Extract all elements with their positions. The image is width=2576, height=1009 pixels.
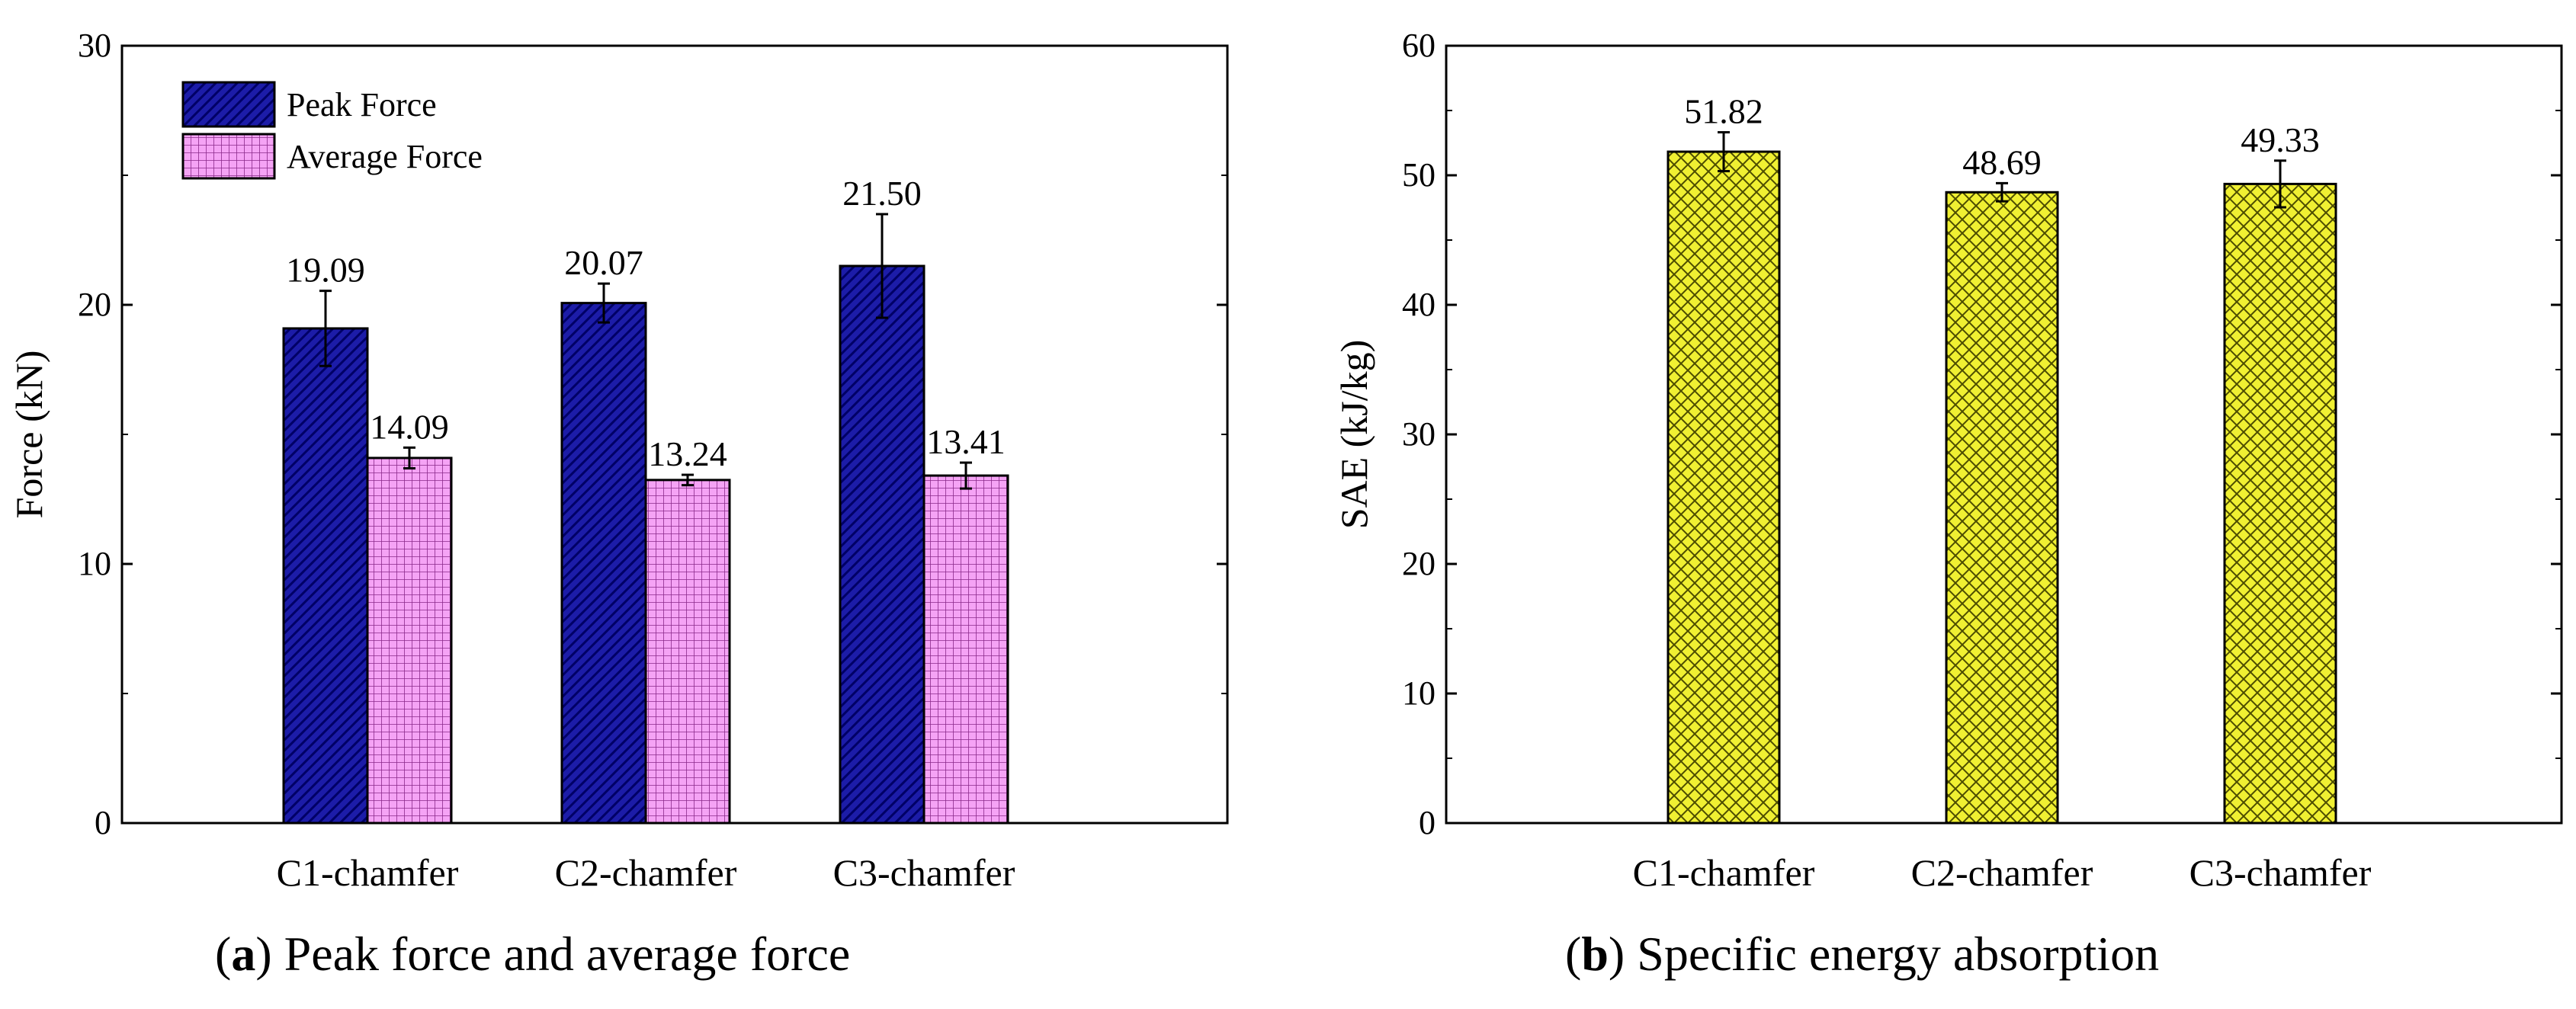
y-tick-label: 20 (78, 286, 111, 323)
y-tick-label: 20 (1402, 545, 1436, 582)
legend-swatch (181, 81, 276, 128)
bar-sae (1667, 150, 1781, 825)
bar-average-force (922, 474, 1009, 825)
data-label: 48.69 (1962, 143, 2042, 181)
y-axis-label: SAE (kJ/kg) (1333, 340, 1375, 530)
data-label: 49.33 (2241, 120, 2320, 159)
y-tick-label: 0 (95, 804, 111, 841)
x-tick-label: C1-chamfer (277, 851, 459, 894)
bar-sae (1945, 191, 2059, 825)
data-label: 13.24 (648, 434, 727, 473)
data-label: 20.07 (564, 243, 643, 282)
x-tick-label: C2-chamfer (555, 851, 737, 894)
bar-peak-force (560, 302, 647, 825)
y-tick-label: 40 (1402, 286, 1436, 323)
y-tick-label: 30 (1402, 415, 1436, 453)
legend-label: Peak Force (287, 86, 437, 123)
x-tick-label: C2-chamfer (1911, 851, 2093, 894)
caption-b: (b) Specific energy absorption (1565, 927, 2160, 981)
legend-swatch (181, 133, 276, 180)
bar-average-force (366, 456, 453, 825)
bar-average-force (644, 479, 731, 825)
bar-peak-force (282, 327, 369, 825)
data-label: 51.82 (1684, 92, 1763, 131)
x-tick-label: C3-chamfer (833, 851, 1015, 894)
x-tick-label: C3-chamfer (2189, 851, 2372, 894)
caption-a: (a) Peak force and average force (215, 927, 851, 981)
bar-peak-force (839, 264, 925, 825)
y-tick-label: 10 (78, 545, 111, 582)
data-label: 21.50 (842, 174, 922, 213)
y-tick-label: 10 (1402, 674, 1436, 712)
data-label: 19.09 (286, 251, 365, 290)
y-tick-label: 0 (1419, 804, 1436, 841)
bar-sae (2223, 182, 2337, 825)
data-label: 14.09 (370, 407, 449, 446)
data-label: 13.41 (926, 422, 1006, 461)
x-tick-label: C1-chamfer (1633, 851, 1815, 894)
legend-label: Average Force (287, 138, 483, 175)
panel-a-chart: 0 10 20 30 Force (kN) C1-chamfer 19.09 14.09 C2-… (8, 27, 1229, 894)
panel-b-chart: 0 10 20 30 40 50 60 SAE (kJ/kg) C1-chamfer 51.82 C… (1333, 27, 2563, 894)
y-tick-label: 50 (1402, 156, 1436, 194)
y-tick-label: 30 (78, 27, 111, 64)
y-axis-label: Force (kN) (8, 351, 50, 519)
y-tick-label: 60 (1402, 27, 1436, 64)
